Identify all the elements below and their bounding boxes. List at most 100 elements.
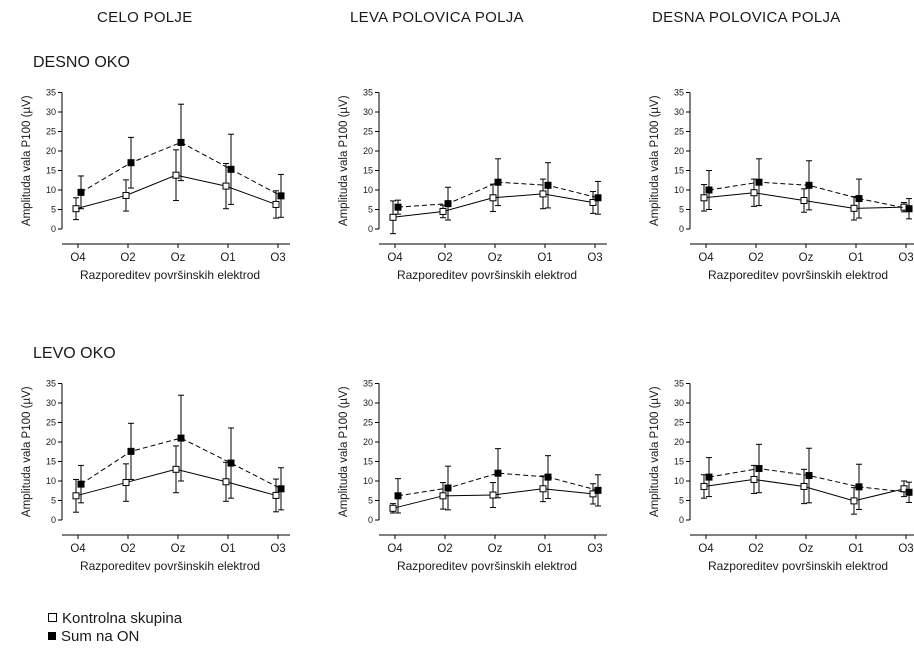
panel-0-x-tick-label: O4 xyxy=(70,252,86,264)
panel-4-x-tick-label: Oz xyxy=(488,543,503,555)
panel-3-patient-point xyxy=(77,480,85,488)
panel-2-y-tick-label: 35 xyxy=(674,88,684,98)
panel-5-y-axis-label: Amplituda vala P100 (µV) xyxy=(649,386,661,517)
panel-1-y-tick-label: 15 xyxy=(363,166,373,176)
panel-1-control-point xyxy=(539,190,547,198)
panel-3-x-tick-label: O3 xyxy=(270,543,285,555)
panel-1-control-point xyxy=(589,198,597,206)
row-title-left-eye: LEVO OKO xyxy=(33,345,116,362)
panel-3-patient-point xyxy=(277,485,285,493)
panel-0-y-tick-label: 20 xyxy=(46,146,56,156)
legend-control: Kontrolna skupina xyxy=(48,610,182,627)
panel-5-x-tick-label: Oz xyxy=(799,543,814,555)
panel-0-patient-point xyxy=(227,165,235,173)
panel-0-y-tick-label: 25 xyxy=(46,127,56,137)
panel-2-y-tick-label: 25 xyxy=(674,127,684,137)
panel-3-x-tick-label: Oz xyxy=(171,543,186,555)
panel-0-control-point xyxy=(122,191,130,199)
panel-3-patient-point xyxy=(177,434,185,442)
panel-3-y-tick-label: 10 xyxy=(46,476,56,486)
panel-4-patient-point xyxy=(444,484,452,492)
panel-5-patient-point xyxy=(705,473,713,481)
panel-0-y-tick-label: 35 xyxy=(46,88,56,98)
panel-3-patient-point xyxy=(127,447,135,455)
panel-4-control-point xyxy=(489,491,497,499)
panel-3-x-tick-label: O1 xyxy=(220,543,235,555)
panel-0-patient-point xyxy=(277,192,285,200)
panel-4-y-tick-label: 15 xyxy=(363,457,373,467)
panel-3-y-tick-label: 25 xyxy=(46,418,56,428)
panel-5-y-tick-label: 25 xyxy=(674,418,684,428)
panel-3-y-tick-label: 35 xyxy=(46,379,56,389)
panel-0-x-tick-label: O1 xyxy=(220,252,235,264)
column-title-left-half-field: LEVA POLOVICA POLJA xyxy=(350,9,524,26)
panel-5-control-point xyxy=(850,497,858,505)
panel-0-y-tick-label: 5 xyxy=(51,205,56,215)
panel-0-control-point xyxy=(272,200,280,208)
panel-1-control-point xyxy=(389,213,397,221)
panel-5-x-axis-label: Razporeditev površinskih elektrod xyxy=(708,559,888,573)
panel-0-y-tick-label: 10 xyxy=(46,185,56,195)
panel-3-y-tick-label: 5 xyxy=(51,496,56,506)
panel-1-x-tick-label: O1 xyxy=(537,252,552,264)
panel-2-y-tick-label: 20 xyxy=(674,146,684,156)
panel-4-control-point xyxy=(439,492,447,500)
panel-5-patient-point xyxy=(755,465,763,473)
panel-2-patient-point xyxy=(705,186,713,194)
panel-2-patient-point xyxy=(805,181,813,189)
panel-5-y-tick-label: 30 xyxy=(674,398,684,408)
panel-4-y-tick-label: 5 xyxy=(368,496,373,506)
panel-4-y-tick-label: 25 xyxy=(363,418,373,428)
panel-0-x-axis-label: Razporeditev površinskih elektrod xyxy=(80,268,260,282)
panel-4-y-tick-label: 35 xyxy=(363,379,373,389)
panel-0-y-tick-label: 15 xyxy=(46,166,56,176)
panel-3-y-tick-label: 30 xyxy=(46,398,56,408)
panel-0-x-tick-label: O3 xyxy=(270,252,285,264)
panel-2-x-tick-label: O2 xyxy=(748,252,763,264)
panel-4-patient-point xyxy=(394,492,402,500)
panel-4-patient-point xyxy=(494,469,502,477)
legend-patient-label: Sum na ON xyxy=(61,628,140,645)
panel-1-control-point xyxy=(439,207,447,215)
panel-0-x-tick-label: O2 xyxy=(120,252,135,264)
panel-2-y-axis-label: Amplituda vala P100 (µV) xyxy=(649,95,661,226)
column-title-full-field: CELO POLJE xyxy=(97,9,193,26)
legend-control-label: Kontrolna skupina xyxy=(62,610,183,627)
panel-1-patient-point xyxy=(494,178,502,186)
panel-3-y-tick-label: 15 xyxy=(46,457,56,467)
panel-4-control-point xyxy=(589,490,597,498)
panel-1-y-tick-label: 0 xyxy=(368,224,373,234)
panel-5-patient-point xyxy=(805,472,813,480)
panel-5-x-tick-label: O2 xyxy=(748,543,763,555)
panel-4-x-tick-label: O3 xyxy=(587,543,602,555)
panel-2-y-tick-label: 0 xyxy=(679,224,684,234)
panel-4-y-tick-label: 30 xyxy=(363,398,373,408)
panel-1-x-tick-label: O4 xyxy=(387,252,403,264)
panel-4-y-tick-label: 20 xyxy=(363,437,373,447)
panel-4-y-tick-label: 0 xyxy=(368,515,373,525)
panel-1-control-point xyxy=(489,194,497,202)
panel-5-control-point xyxy=(900,485,908,493)
panel-0-patient-point xyxy=(77,188,85,196)
panel-2-x-tick-label: O4 xyxy=(698,252,714,264)
panel-3-x-axis-label: Razporeditev površinskih elektrod xyxy=(80,559,260,573)
panel-4-patient-line xyxy=(397,472,599,497)
panel-1-y-axis-label: Amplituda vala P100 (µV) xyxy=(338,95,350,226)
panel-1-patient-point xyxy=(394,203,402,211)
panel-3-control-point xyxy=(272,491,280,499)
panel-2-patient-point xyxy=(905,205,913,213)
panel-5-control-point xyxy=(800,482,808,490)
panel-4-control-point xyxy=(389,504,397,512)
panel-1-y-tick-label: 10 xyxy=(363,185,373,195)
panel-3-y-tick-label: 20 xyxy=(46,437,56,447)
panel-4-y-axis-label: Amplituda vala P100 (µV) xyxy=(338,386,350,517)
panel-4-x-tick-label: O1 xyxy=(537,543,552,555)
panel-0-x-tick-label: Oz xyxy=(171,252,186,264)
panel-2-control-point xyxy=(850,204,858,212)
panel-5-control-point xyxy=(750,475,758,483)
panel-0-control-point xyxy=(222,182,230,190)
legend-patient: Sum na ON xyxy=(48,628,139,645)
panel-2-x-tick-label: O3 xyxy=(898,252,913,264)
panel-2-y-tick-label: 30 xyxy=(674,107,684,117)
